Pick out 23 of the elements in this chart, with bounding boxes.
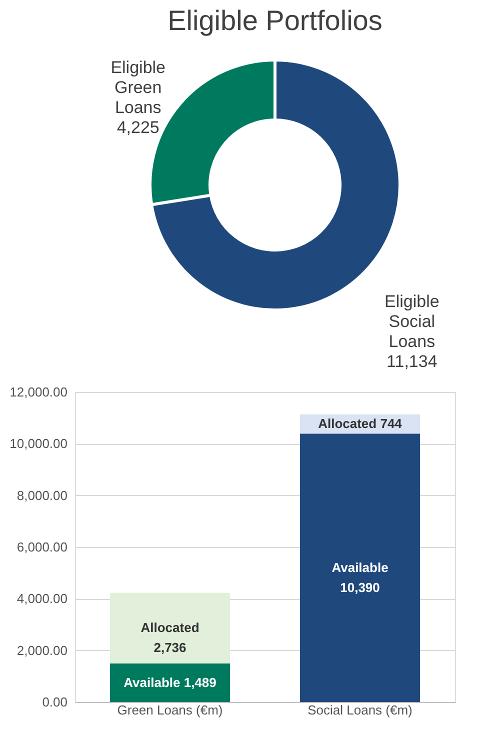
y-tick-label: 6,000.00: [16, 540, 68, 554]
slice-label: Eligible Green Loans: [110, 58, 166, 118]
y-tick-label: 2,000.00: [16, 642, 68, 658]
data-label: 2,736: [154, 640, 186, 656]
text: Available 1,489: [124, 674, 216, 690]
data-label: 11,134: [386, 352, 438, 371]
data-label: 10,390: [340, 580, 380, 595]
text: Allocated 744: [318, 416, 402, 431]
bar: [110, 664, 230, 702]
y-tick-label: 10,000.00: [10, 436, 68, 452]
data-label: 4,225: [116, 118, 160, 138]
bar: [300, 434, 420, 702]
y-tick-label: 12,000.00: [10, 384, 68, 400]
slice-label: Eligible Social Loans: [384, 292, 440, 351]
chart-title: Eligible Portfolios: [168, 5, 382, 36]
series-label: Allocated: [140, 620, 200, 636]
series-label: Available: [332, 560, 388, 575]
y-tick-label: 8,000.00: [16, 488, 68, 503]
y-tick-label: 4,000.00: [16, 591, 68, 606]
x-tick-label: Green Loans (€m): [117, 702, 223, 718]
x-tick-label: Social Loans (€m): [308, 702, 412, 718]
bar: [110, 592, 230, 664]
y-tick-label: 0.00: [42, 694, 68, 710]
